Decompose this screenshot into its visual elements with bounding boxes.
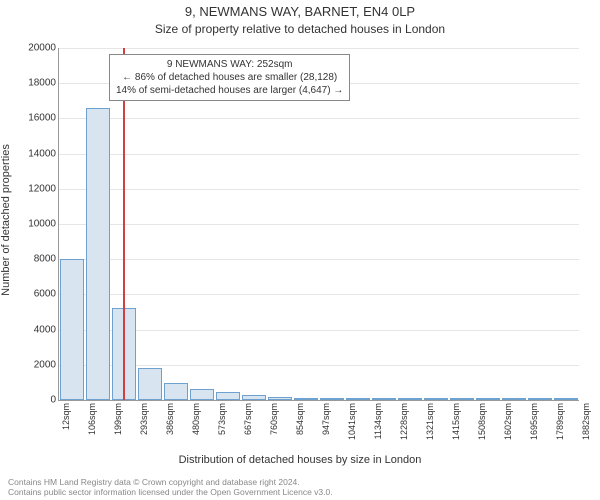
annotation-line: ← 86% of detached houses are smaller (28…	[116, 71, 343, 84]
y-tick-label: 6000	[16, 289, 56, 300]
x-tick-label: 1041sqm	[347, 403, 357, 440]
gridline	[59, 294, 579, 295]
x-tick-label: 199sqm	[113, 403, 123, 435]
x-tick-label: 667sqm	[243, 403, 253, 435]
x-tick-label: 12sqm	[61, 403, 71, 430]
x-tick-label: 1789sqm	[555, 403, 565, 440]
y-tick-label: 18000	[16, 78, 56, 89]
y-tick-label: 14000	[16, 148, 56, 159]
chart-subtitle: Size of property relative to detached ho…	[0, 22, 600, 36]
bar	[502, 398, 527, 400]
bar	[268, 397, 293, 400]
y-tick-label: 4000	[16, 324, 56, 335]
bar	[138, 368, 163, 400]
bar	[450, 398, 475, 400]
bar	[424, 398, 449, 400]
x-tick-label: 106sqm	[87, 403, 97, 435]
bar	[346, 398, 371, 400]
footer-line2: Contains public sector information licen…	[8, 487, 592, 498]
x-tick-label: 480sqm	[191, 403, 201, 435]
gridline	[59, 154, 579, 155]
x-axis-label: Distribution of detached houses by size …	[0, 454, 600, 466]
footer-attribution: Contains HM Land Registry data © Crown c…	[8, 477, 592, 498]
y-tick-label: 16000	[16, 113, 56, 124]
x-tick-label: 760sqm	[269, 403, 279, 435]
x-tick-label: 947sqm	[321, 403, 331, 435]
x-tick-label: 854sqm	[295, 403, 305, 435]
annotation-line: 9 NEWMANS WAY: 252sqm	[116, 58, 343, 71]
bar	[554, 398, 579, 400]
x-tick-label: 573sqm	[217, 403, 227, 435]
bar	[60, 259, 85, 400]
bar	[86, 108, 111, 400]
x-tick-label: 386sqm	[165, 403, 175, 435]
x-tick-label: 293sqm	[139, 403, 149, 435]
bar	[242, 395, 267, 400]
x-tick-label: 1695sqm	[529, 403, 539, 440]
y-tick-label: 20000	[16, 43, 56, 54]
bar	[398, 398, 423, 400]
bar	[294, 398, 319, 400]
x-tick-label: 1228sqm	[399, 403, 409, 440]
y-axis-label: Number of detached properties	[0, 204, 12, 220]
x-tick-label: 1134sqm	[373, 403, 383, 439]
x-tick-label: 1508sqm	[477, 403, 487, 440]
x-tick-label: 1602sqm	[503, 403, 513, 440]
chart-title: 9, NEWMANS WAY, BARNET, EN4 0LP	[0, 4, 600, 19]
y-tick-label: 12000	[16, 183, 56, 194]
bar	[528, 398, 553, 400]
plot-area: 9 NEWMANS WAY: 252sqm← 86% of detached h…	[58, 48, 579, 401]
y-tick-label: 10000	[16, 219, 56, 230]
x-tick-label: 1882sqm	[581, 403, 591, 440]
x-tick-label: 1415sqm	[451, 403, 461, 440]
gridline	[59, 118, 579, 119]
bar	[372, 398, 397, 400]
bar	[216, 392, 241, 400]
annotation-box: 9 NEWMANS WAY: 252sqm← 86% of detached h…	[109, 54, 350, 101]
gridline	[59, 48, 579, 49]
gridline	[59, 259, 579, 260]
footer-line1: Contains HM Land Registry data © Crown c…	[8, 477, 592, 488]
gridline	[59, 330, 579, 331]
gridline	[59, 189, 579, 190]
bar	[190, 389, 215, 400]
bar	[320, 398, 345, 400]
y-tick-label: 0	[16, 395, 56, 406]
x-tick-label: 1321sqm	[425, 403, 435, 440]
gridline	[59, 365, 579, 366]
bar	[476, 398, 501, 400]
bar	[164, 383, 189, 400]
gridline	[59, 224, 579, 225]
y-tick-label: 8000	[16, 254, 56, 265]
annotation-line: 14% of semi-detached houses are larger (…	[116, 84, 343, 97]
y-tick-label: 2000	[16, 359, 56, 370]
